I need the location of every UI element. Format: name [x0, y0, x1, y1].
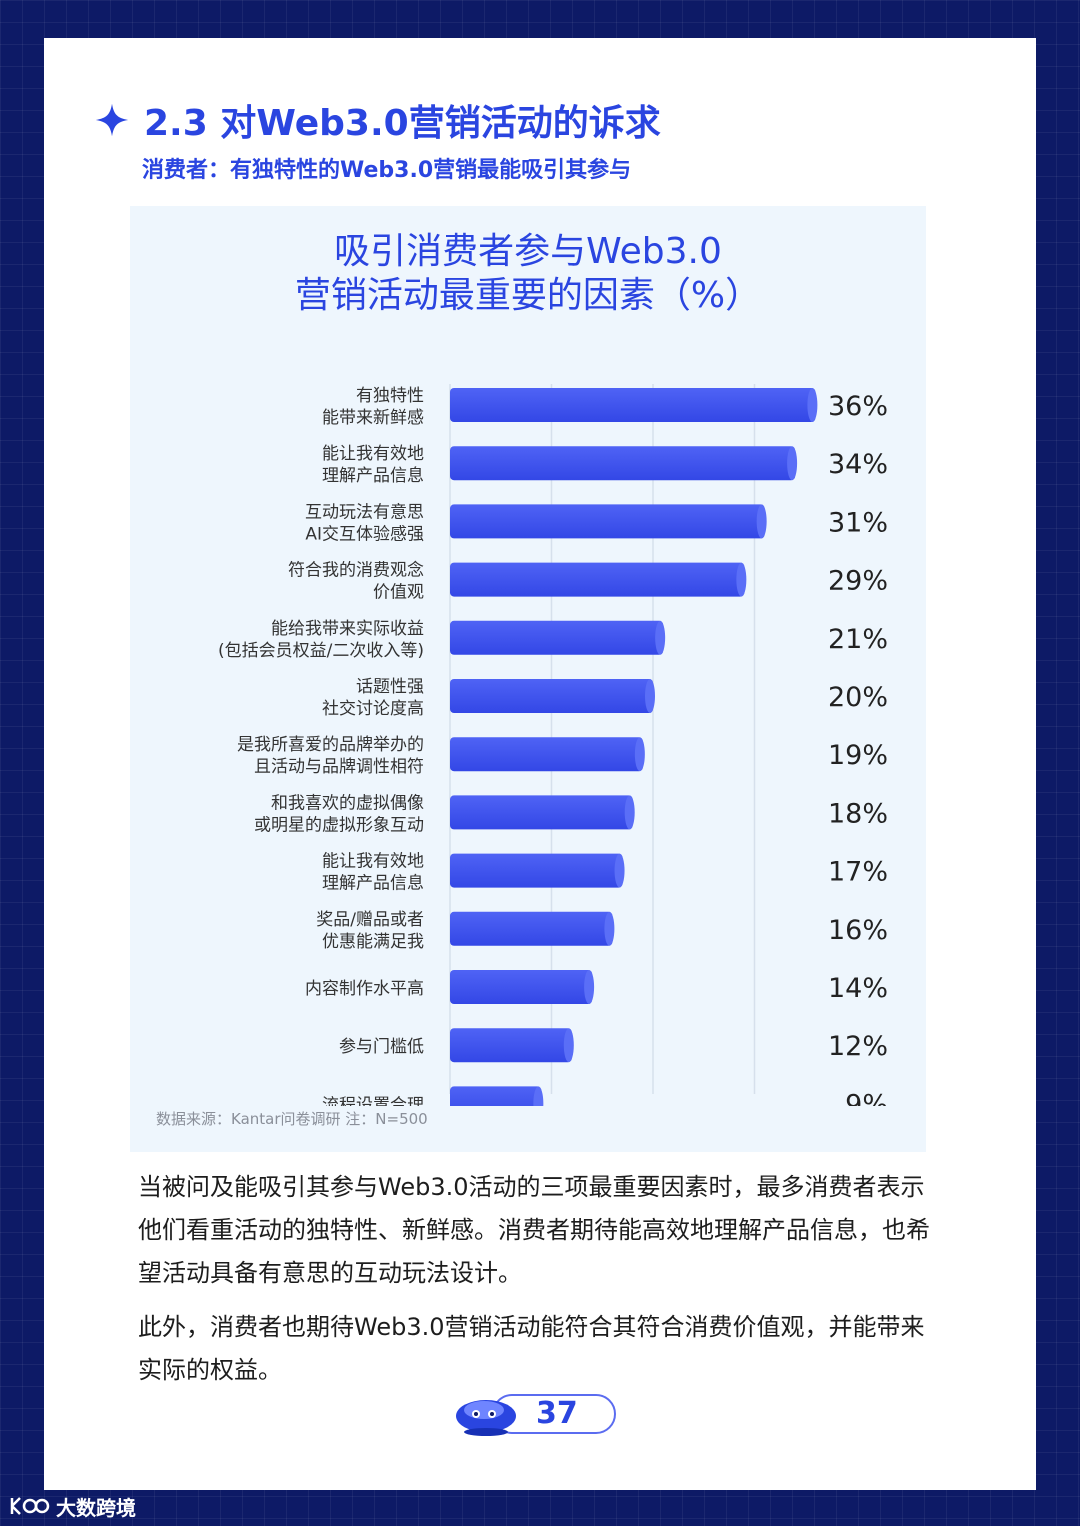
report-page: 2.3 对Web3.0营销活动的诉求 消费者：有独特性的Web3.0营销最能吸引… [44, 38, 1036, 1490]
bar-cap [634, 737, 645, 772]
body-paragraph-2: 此外，消费者也期待Web3.0营销活动能符合其符合消费价值观，并能带来实际的权益… [138, 1313, 925, 1384]
category-label: 奖品/赠品或者优惠能满足我 [316, 910, 424, 952]
category-label: 能给我带来实际收益(包括会员权益/二次收入等) [218, 619, 424, 661]
bar [450, 388, 816, 422]
bar [450, 795, 633, 830]
chart-title-line1: 吸引消费者参与Web3.0 [334, 231, 722, 272]
category-label: 有独特性能带来新鲜感 [322, 386, 424, 428]
bar [450, 504, 765, 539]
bar-cap [584, 970, 595, 1004]
bar-cap [756, 504, 767, 539]
bar-cap [614, 853, 625, 888]
page-number-badge: 37 [450, 1388, 620, 1440]
bar-cap [624, 795, 635, 830]
bar-cap [807, 388, 818, 422]
value-label: 18% [828, 798, 888, 829]
bar [450, 1086, 542, 1106]
watermark: 大数跨境 [8, 1490, 136, 1522]
bar [450, 853, 623, 888]
bar [450, 1028, 572, 1063]
bar [450, 620, 664, 655]
value-label: 19% [828, 740, 888, 771]
category-label: 能让我有效地理解产品信息 [322, 444, 424, 486]
section-subtitle: 消费者：有独特性的Web3.0营销最能吸引其参与 [142, 158, 632, 183]
category-label: 参与门槛低 [339, 1037, 424, 1057]
bar-cap [533, 1086, 544, 1106]
value-label: 12% [828, 1031, 888, 1062]
bar-cap [655, 620, 666, 655]
bar [450, 562, 745, 597]
bar-cap [563, 1028, 574, 1063]
value-label: 17% [828, 857, 888, 888]
chart-source-note: 数据来源：Kantar问卷调研 注：N=500 [156, 1110, 428, 1128]
category-label: 和我喜欢的虚拟偶像或明星的虚拟形象互动 [254, 793, 424, 835]
category-label: 话题性强社交讨论度高 [322, 677, 424, 719]
bar-cap [736, 562, 747, 597]
category-label: 内容制作水平高 [305, 979, 424, 999]
bar [450, 911, 613, 946]
bar-chart: 0102030有独特性能带来新鲜感36%能让我有效地理解产品信息34%互动玩法有… [218, 384, 888, 1106]
category-label: 是我所喜爱的品牌举办的且活动与品牌调性相符 [237, 735, 424, 777]
value-label: 29% [828, 566, 888, 597]
page-number: 37 [536, 1396, 578, 1431]
category-label: 流程设置合理 [322, 1095, 424, 1106]
mascot-icon [456, 1400, 516, 1436]
value-label: 36% [828, 391, 888, 422]
watermark-text: 大数跨境 [56, 1495, 136, 1520]
bar [450, 970, 593, 1004]
value-label: 21% [828, 624, 888, 655]
chart-panel: 吸引消费者参与Web3.0 营销活动最重要的因素（%） 0102030有独特性能… [130, 206, 926, 1152]
bar [450, 679, 653, 713]
category-label: 能让我有效地理解产品信息 [322, 852, 424, 894]
bar-cap [604, 911, 615, 946]
watermark-logo-icon [10, 1497, 50, 1515]
value-label: 9% [845, 1089, 888, 1106]
value-label: 20% [828, 682, 888, 713]
chart-title-line2: 营销活动最重要的因素（%） [294, 275, 762, 316]
value-label: 34% [828, 449, 888, 480]
body-paragraph-1: 当被问及能吸引其参与Web3.0活动的三项最重要因素时，最多消费者表示他们看重活… [138, 1173, 930, 1287]
category-label: 符合我的消费观念价值观 [288, 560, 424, 603]
sparkle-icon [95, 103, 129, 137]
bar [450, 446, 796, 481]
section-title: 2.3 对Web3.0营销活动的诉求 [144, 103, 661, 144]
bar-cap [787, 446, 798, 481]
category-label: 互动玩法有意思 AI交互体验感强 [305, 502, 424, 544]
section-heading: 2.3 对Web3.0营销活动的诉求 [94, 94, 661, 146]
bar-cap [645, 679, 655, 713]
value-label: 14% [828, 973, 888, 1004]
bar [450, 737, 643, 772]
value-label: 31% [828, 507, 888, 538]
value-label: 16% [828, 915, 888, 946]
